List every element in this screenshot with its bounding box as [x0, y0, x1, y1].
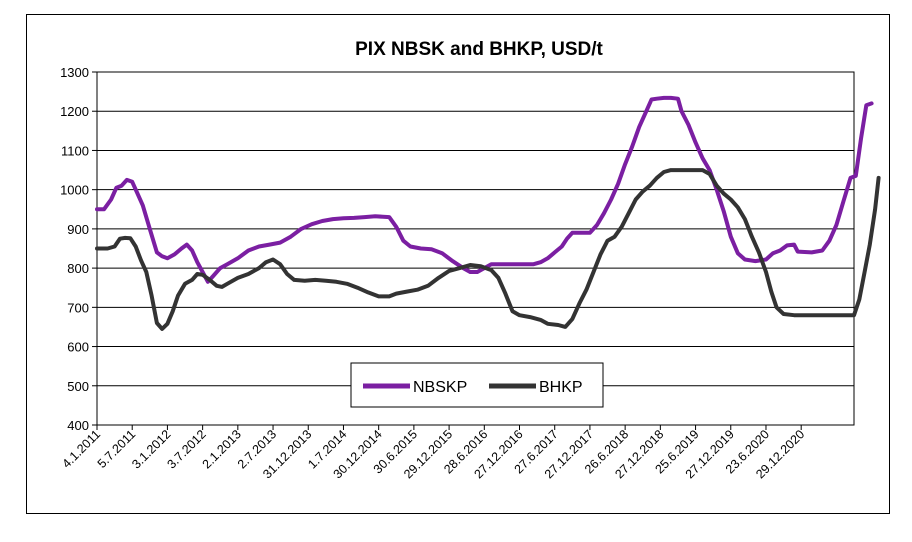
y-tick-label: 700 — [67, 300, 89, 315]
y-tick-label: 800 — [67, 261, 89, 276]
legend: NBSKP BHKP — [350, 362, 604, 408]
series-lines — [95, 95, 881, 331]
y-tick-label: 1200 — [60, 104, 89, 119]
legend-label-nbskp: NBSKP — [413, 379, 467, 396]
chart-title: PIX NBSK and BHKP, USD/t — [355, 39, 603, 60]
y-axis: 400 500 600 700 800 900 1000 1100 1200 1300 — [60, 65, 97, 433]
x-axis: 4.1.20115.7.20113.1.20123.7.20122.1.2013… — [59, 425, 807, 481]
y-tick-label: 1000 — [60, 183, 89, 198]
series-line-nbskp — [95, 95, 874, 284]
y-tick-label: 500 — [67, 379, 89, 394]
x-tick-label: 4.1.2011 — [59, 427, 103, 471]
y-tick-label: 1300 — [60, 65, 89, 80]
legend-label-bhkp: BHKP — [539, 379, 583, 396]
y-tick-label: 600 — [67, 340, 89, 355]
y-tick-label: 900 — [67, 222, 89, 237]
series-line-bhkp — [95, 168, 881, 331]
y-tick-label: 400 — [67, 418, 89, 433]
chart-frame: PIX NBSK and BHKP, USD/t 400 500 600 700 800… — [26, 14, 890, 514]
line-chart: PIX NBSK and BHKP, USD/t 400 500 600 700 800… — [59, 39, 881, 481]
y-tick-label: 1100 — [61, 143, 89, 158]
